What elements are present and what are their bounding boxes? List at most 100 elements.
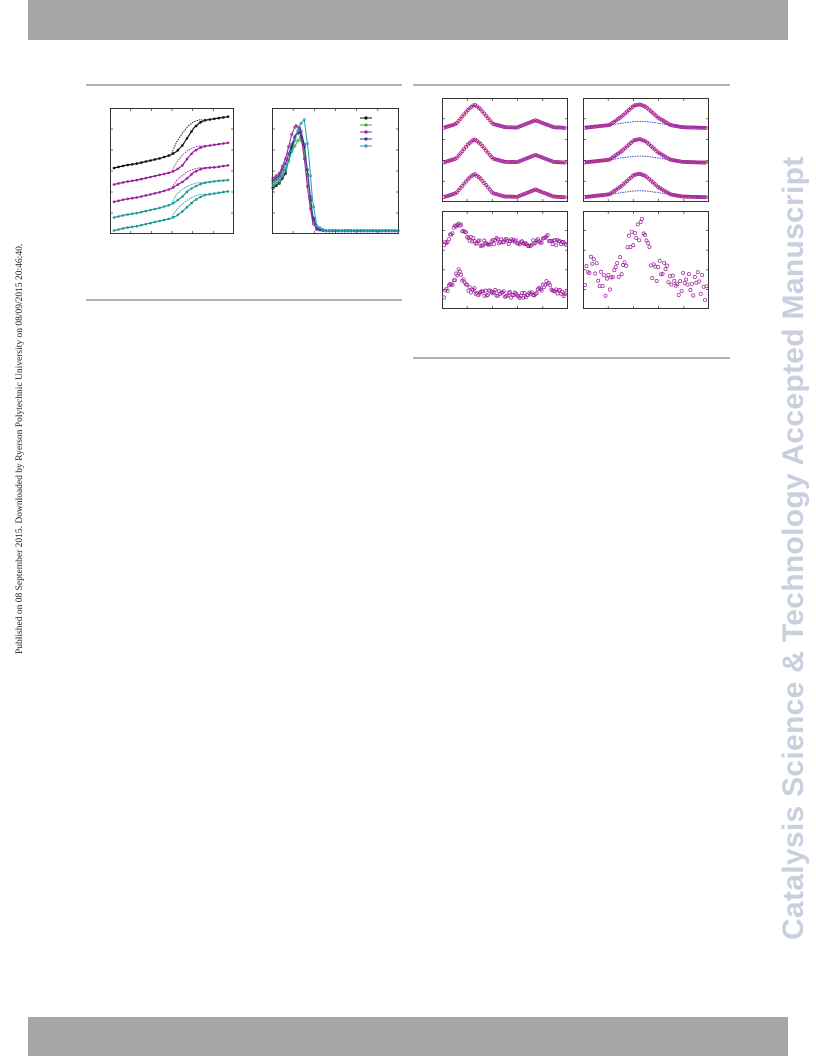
psd-point — [318, 226, 322, 230]
data-point — [467, 238, 472, 243]
data-point — [449, 192, 454, 197]
data-point — [595, 159, 600, 163]
psd-point — [290, 132, 294, 136]
isotherm-point — [208, 192, 212, 196]
data-point — [553, 125, 558, 130]
data-point — [588, 254, 593, 259]
psd-point — [340, 229, 344, 233]
data-point — [670, 273, 675, 278]
isotherm-point — [213, 180, 216, 183]
data-point — [600, 284, 605, 289]
isotherm-point — [135, 224, 139, 228]
data-point — [557, 194, 562, 199]
data-point — [551, 159, 556, 164]
data-point — [544, 122, 549, 127]
data-point — [584, 264, 589, 269]
data-point — [605, 123, 609, 128]
data-point — [522, 122, 527, 127]
data-point — [522, 291, 527, 295]
data-point — [500, 124, 505, 129]
data-point — [591, 257, 596, 262]
isotherm-point — [226, 164, 230, 167]
data-point — [603, 192, 608, 197]
isotherm-point — [130, 196, 134, 200]
psd-point — [352, 229, 356, 233]
data-point — [681, 159, 686, 164]
data-point — [605, 158, 609, 162]
data-point — [524, 191, 529, 196]
isotherm-desorption-5 — [113, 190, 229, 231]
data-point — [679, 289, 684, 294]
data-point — [559, 125, 564, 130]
data-point — [685, 194, 690, 199]
data-point — [489, 290, 494, 295]
data-point — [557, 125, 562, 130]
data-point — [543, 282, 548, 287]
isotherm-point — [181, 210, 184, 213]
data-point — [553, 160, 558, 164]
data-point — [447, 193, 452, 198]
data-point — [520, 239, 525, 244]
data-point — [665, 263, 669, 268]
data-point — [703, 195, 708, 200]
data-point — [588, 125, 593, 130]
data-point — [619, 272, 624, 277]
isotherm-chart — [110, 108, 234, 234]
isotherm-point — [199, 195, 202, 199]
isotherm-point — [172, 152, 175, 155]
data-point — [560, 290, 565, 294]
data-point — [500, 159, 505, 164]
data-point — [592, 159, 597, 164]
pore-size-chart — [271, 108, 400, 234]
data-point — [509, 125, 514, 130]
data-point — [548, 238, 553, 243]
data-point — [603, 123, 608, 128]
data-point — [470, 239, 475, 244]
isotherm-point — [130, 212, 134, 216]
data-point — [501, 289, 506, 294]
data-point — [539, 189, 543, 194]
psd-point — [290, 149, 294, 153]
isotherm-point — [203, 193, 207, 197]
data-point — [676, 159, 681, 164]
data-point — [694, 195, 699, 199]
data-point — [564, 242, 568, 247]
psd-point — [302, 118, 306, 122]
data-point — [480, 144, 485, 149]
data-point — [511, 194, 516, 199]
data-point — [507, 160, 512, 164]
isotherm-point — [176, 213, 180, 217]
data-point — [694, 125, 699, 130]
isotherm-point — [203, 181, 207, 184]
data-point — [471, 103, 476, 108]
data-point — [456, 153, 461, 158]
data-point — [634, 137, 639, 142]
data-point — [539, 288, 544, 293]
data-point — [631, 243, 636, 248]
isotherm-point — [194, 148, 198, 152]
psd-point — [315, 224, 319, 228]
data-point — [667, 157, 672, 161]
data-point — [670, 123, 675, 128]
data-point — [672, 158, 677, 163]
baseline-fit-2 — [584, 155, 708, 163]
data-point — [542, 156, 547, 161]
data-point — [583, 283, 587, 287]
isotherm-point — [121, 198, 125, 202]
data-point — [632, 138, 637, 143]
data-point — [529, 189, 534, 193]
isotherm-point — [126, 180, 129, 183]
data-point — [445, 193, 450, 198]
data-point — [535, 118, 540, 123]
isotherm-point — [167, 171, 170, 175]
data-point — [641, 138, 646, 143]
data-point — [513, 194, 518, 199]
data-point — [531, 153, 536, 158]
isotherm-point — [158, 219, 161, 223]
psd-point — [380, 229, 384, 233]
data-point — [544, 157, 549, 162]
data-point — [511, 160, 516, 164]
data-point — [596, 278, 601, 283]
data-point — [678, 279, 683, 284]
isotherm-point — [121, 164, 125, 168]
